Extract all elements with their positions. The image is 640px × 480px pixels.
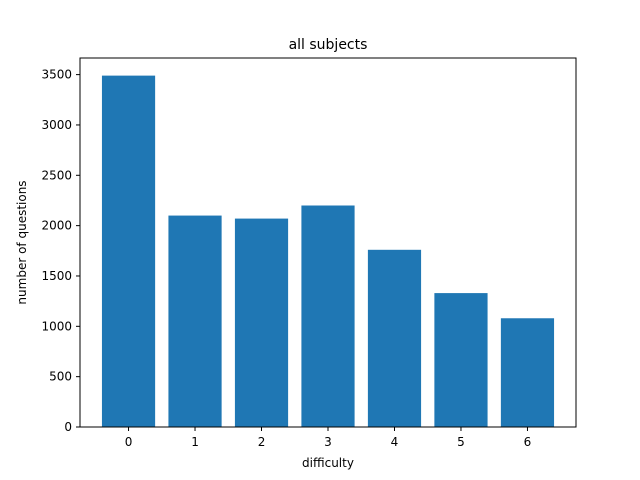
y-tick-label: 2500	[41, 168, 72, 182]
x-tick-label: 1	[191, 435, 199, 449]
bar-0	[101, 75, 156, 427]
y-tick-label: 1500	[41, 269, 72, 283]
y-tick-label: 0	[64, 420, 72, 434]
y-tick-label: 1000	[41, 319, 72, 333]
x-tick-label: 2	[258, 435, 266, 449]
y-axis-label: number of questions	[15, 180, 29, 304]
y-tick-label: 3500	[41, 68, 72, 82]
y-axis-ticks: 0 500 1000 1500 2000 2500 3000 3500	[41, 68, 80, 434]
x-axis-label: difficulty	[302, 456, 354, 470]
x-tick-label: 4	[391, 435, 399, 449]
y-tick-label: 500	[49, 370, 72, 384]
y-tick-label: 3000	[41, 118, 72, 132]
bar-3	[301, 205, 355, 427]
chart-title: all subjects	[289, 37, 368, 53]
x-tick-label: 6	[524, 435, 532, 449]
bar-1	[168, 215, 222, 427]
x-tick-label: 0	[125, 435, 133, 449]
bar-4	[367, 249, 422, 427]
bars-group	[101, 75, 555, 427]
bar-6	[500, 318, 555, 427]
x-tick-label: 5	[457, 435, 465, 449]
bar-2	[234, 218, 289, 427]
plot-frame	[79, 57, 577, 428]
x-tick-label: 3	[324, 435, 332, 449]
bar-5	[434, 293, 488, 427]
x-axis-ticks: 0 1 2 3 4 5 6	[125, 427, 532, 449]
y-tick-label: 2000	[41, 219, 72, 233]
